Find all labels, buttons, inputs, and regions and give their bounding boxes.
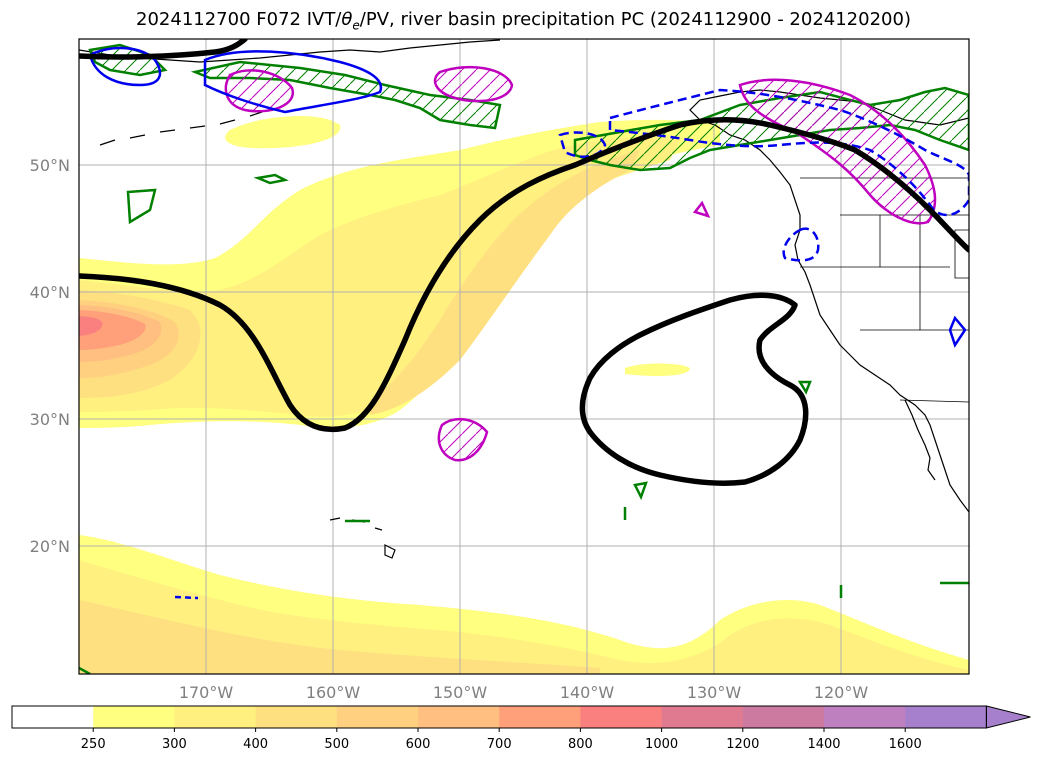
colorbar-segment	[93, 706, 175, 728]
lon-label-130w: 130°W	[687, 683, 742, 702]
lat-label-50: 50°N	[30, 156, 70, 175]
title-theta-sub: e	[352, 18, 360, 33]
colorbar-segment	[824, 706, 906, 728]
coast-baja	[904, 399, 936, 481]
map-frame	[78, 38, 970, 675]
ivt-band-250-arc	[225, 115, 341, 149]
green-contour-nw	[88, 43, 168, 77]
blue-contours	[88, 46, 969, 600]
lat-labels: 50°N 40°N 30°N 20°N	[30, 156, 70, 556]
colorbar-label: 250	[81, 737, 106, 752]
colorbar-segment	[905, 706, 987, 728]
blue-contour-6	[948, 315, 967, 348]
colorbar-label: 300	[162, 737, 187, 752]
blue-contour-1	[88, 46, 162, 87]
black-contour-loop	[579, 292, 809, 486]
colorbar-segment	[661, 706, 744, 728]
colorbar-label: 1400	[807, 737, 840, 752]
colorbar-segment	[418, 706, 500, 728]
magenta-contour-4	[437, 417, 489, 462]
lat-label-20: 20°N	[30, 537, 70, 556]
colorbar-label: 1000	[645, 737, 678, 752]
lon-label-150w: 150°W	[433, 683, 488, 702]
green-contour-small-8	[79, 666, 91, 674]
title-theta: θ	[341, 9, 353, 30]
political-boundaries	[800, 177, 969, 403]
colorbar-label: 600	[406, 737, 431, 752]
map-layers	[79, 39, 969, 674]
lon-label-140w: 140°W	[560, 683, 615, 702]
black-contours	[79, 39, 969, 486]
lat-label-30: 30°N	[30, 410, 70, 429]
colorbar-extend-arrow	[985, 705, 1031, 729]
lon-labels: 170°W 160°W 150°W 140°W 130°W 120°W	[179, 683, 869, 702]
lon-label-120w: 120°W	[814, 683, 869, 702]
black-contour-main	[79, 117, 969, 433]
magenta-contour-2	[433, 65, 514, 103]
colorbar-segment	[12, 706, 94, 728]
colorbar-segment	[336, 706, 419, 728]
colorbar-segment	[742, 706, 825, 728]
colorbar-label: 400	[243, 737, 268, 752]
title-suffix: /PV, river basin precipitation PC (20241…	[359, 9, 911, 30]
colorbar-segment	[255, 706, 338, 728]
colorbar-label: 800	[568, 737, 593, 752]
green-contour-small-7	[797, 380, 812, 395]
colorbar-label: 700	[487, 737, 512, 752]
colorbar-label: 1600	[889, 737, 922, 752]
colorbar-label: 500	[324, 737, 349, 752]
blue-contour-3	[608, 88, 969, 217]
black-contour-north	[79, 39, 248, 60]
lon-label-160w: 160°W	[306, 683, 361, 702]
magenta-contour-5	[692, 200, 711, 219]
blue-contour-2	[203, 50, 383, 114]
map-title: 2024112700 F072 IVT/θe/PV, river basin p…	[0, 9, 1047, 33]
green-contour-small-3	[633, 481, 648, 501]
blue-contour-7	[174, 595, 199, 600]
title-prefix: 2024112700 F072 IVT/	[136, 9, 342, 30]
colorbar-segment	[580, 706, 663, 728]
colorbar-segment	[174, 706, 257, 728]
colorbar-label: 1200	[726, 737, 759, 752]
ivt-shading	[79, 115, 969, 674]
colorbar-segment	[499, 706, 581, 728]
green-contour-small-1	[126, 188, 157, 225]
colorbar: 250 300 400 500 600 700 800 1000 1200 1400 1600	[11, 705, 1031, 752]
ivt-band-400-south	[79, 600, 600, 674]
ivt-band-800	[79, 316, 103, 336]
magenta-contours	[224, 65, 937, 462]
ivt-band-250-small	[625, 363, 690, 376]
coast-aleutians	[99, 111, 263, 146]
ivt-band-400-jet	[370, 150, 640, 415]
lat-label-40: 40°N	[30, 283, 70, 302]
lon-label-170w: 170°W	[179, 683, 234, 702]
blue-contour-4	[558, 131, 607, 158]
green-contour-small-2	[253, 173, 289, 185]
blue-contour-5	[782, 227, 820, 262]
